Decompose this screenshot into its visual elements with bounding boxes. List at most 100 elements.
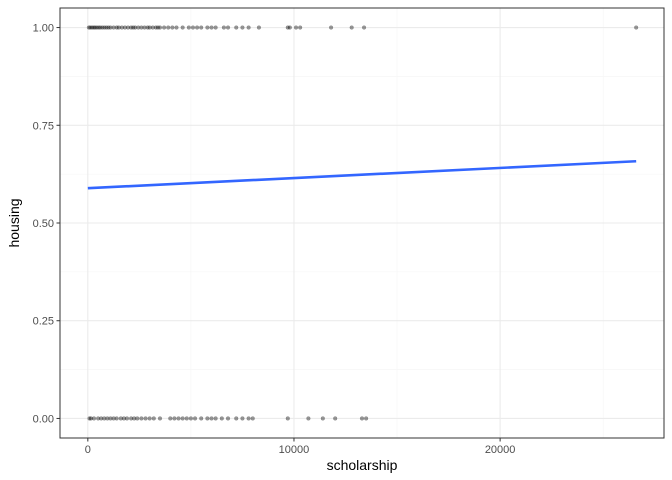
data-point [209,416,214,421]
data-point [136,25,141,30]
data-point [88,416,94,421]
data-point [151,416,156,421]
data-point [186,25,191,30]
data-point [87,416,92,421]
data-point [250,416,255,421]
data-point [155,25,161,30]
x-tick-label: 10000 [279,444,310,456]
x-tick-label: 0 [85,444,91,456]
data-point [293,25,299,30]
data-point [213,25,218,30]
data-point [157,25,163,30]
data-point [166,25,171,30]
data-point [205,416,210,421]
data-points [86,25,639,421]
data-point [287,25,292,30]
data-point [104,25,109,30]
data-point [124,416,130,421]
y-tick-label: 0.75 [33,120,54,132]
major-gridlines [60,8,664,438]
data-point [174,25,179,30]
data-point [147,25,152,30]
data-point [116,25,121,30]
data-point [199,416,204,421]
data-point [96,25,101,30]
data-point [240,25,245,30]
data-point [364,416,369,421]
data-point [145,25,150,30]
data-point [225,416,231,421]
data-point [240,416,245,421]
data-point [199,25,204,30]
data-point [246,416,251,421]
data-point [114,416,119,421]
y-tick-label: 1.00 [33,23,54,35]
data-point [256,25,262,30]
data-point [328,25,334,30]
fit-line-layer [87,159,637,190]
data-point [194,25,200,30]
x-axis-tick-labels: 0 10000 20000 [85,444,516,456]
data-point [162,25,167,30]
data-point [96,416,101,421]
data-point [634,25,639,30]
data-point [221,25,226,30]
data-point [147,416,152,421]
data-point [142,25,147,30]
data-point [108,25,113,30]
data-point [102,25,107,30]
x-tick-label: 20000 [485,444,516,456]
data-point [170,25,175,30]
data-point [106,25,111,30]
y-tick-label: 0.00 [33,413,54,425]
data-point [180,416,185,421]
data-point [320,416,325,421]
data-point [188,416,194,421]
data-point [150,25,155,30]
data-point [234,25,239,30]
data-point [98,25,103,30]
data-point [172,416,177,421]
data-point [225,25,231,30]
data-point [190,25,196,30]
data-point [132,416,137,421]
data-point [114,25,119,30]
y-tick-label: 0.50 [33,218,54,230]
data-point [139,416,144,421]
data-point [86,25,91,30]
data-point [111,25,116,30]
data-point [92,25,98,30]
y-tick-label: 0.25 [33,316,54,328]
fit-line [87,159,637,190]
data-point [176,416,181,421]
data-point [184,416,189,421]
data-point [168,416,173,421]
data-point [129,416,134,421]
data-point [192,416,198,421]
data-point [180,25,185,30]
data-point [349,25,354,30]
data-point [125,25,131,30]
data-point [234,416,239,421]
data-point [153,25,158,30]
data-point [118,416,123,421]
data-point [100,25,105,30]
data-point [91,416,97,421]
data-point [91,25,96,30]
data-point [157,416,163,421]
data-point [285,25,290,30]
data-point [298,25,303,30]
y-axis-title: housing [6,198,22,247]
data-point [359,416,365,421]
data-point [94,25,99,30]
data-point [205,25,210,30]
data-point [119,25,124,30]
data-point [143,416,148,421]
data-point [122,25,128,30]
axis-ticks [56,27,501,442]
data-point [108,416,113,421]
data-point [102,416,107,421]
data-point [131,25,136,30]
data-point [213,416,218,421]
